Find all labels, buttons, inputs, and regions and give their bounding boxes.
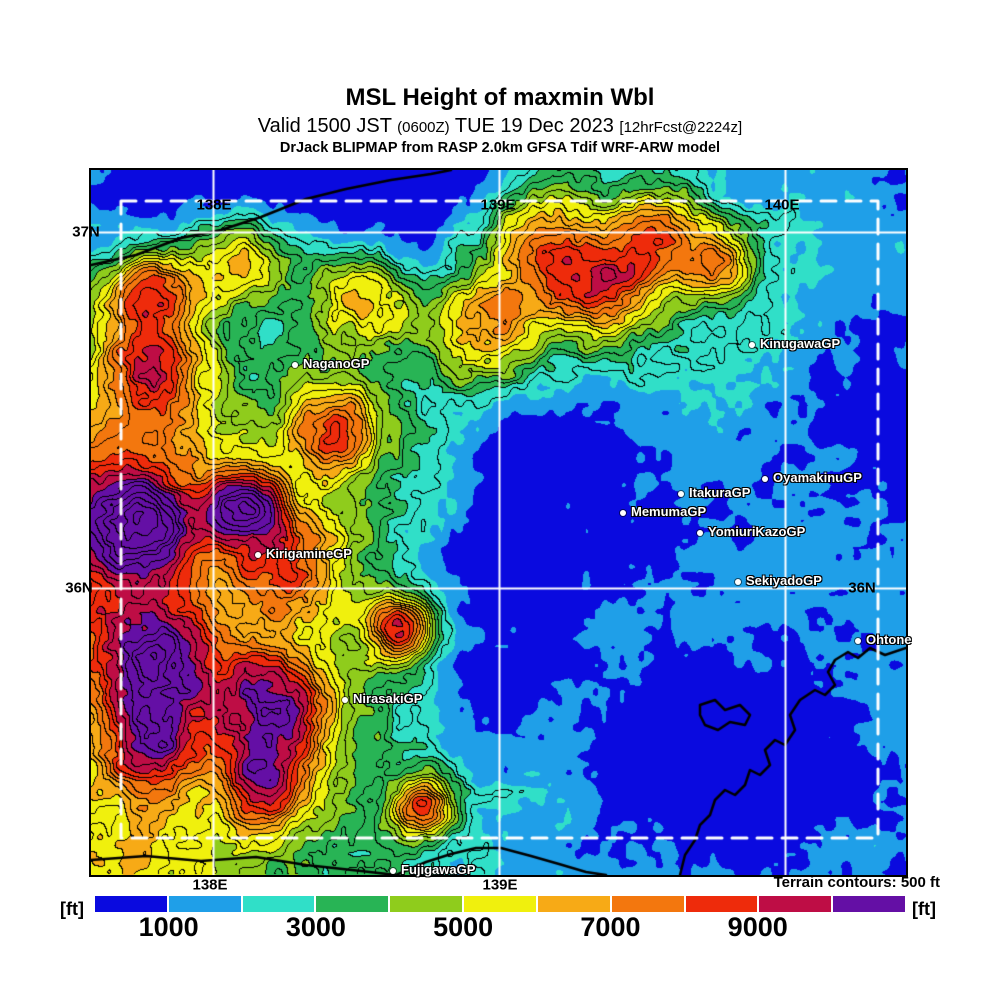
colorbar <box>95 896 905 912</box>
colorbar-tick-label: 5000 <box>433 912 494 942</box>
valid-time-utc: (0600Z) <box>397 118 450 136</box>
colorbar-segment <box>464 896 536 912</box>
colorbar-segment <box>833 896 905 912</box>
colorbar-segment <box>95 896 167 912</box>
colorbar-unit-right: [ft] <box>912 899 936 919</box>
colorbar-tick-label: 1000 <box>138 912 199 942</box>
valid-time: Valid 1500 JST <box>257 114 398 137</box>
colorbar-segment <box>168 896 241 912</box>
colorbar-tick-label: 3000 <box>285 912 346 942</box>
valid-time-line: Valid 1500 JST (0600Z) TUE 19 Dec 2023 [… <box>0 115 1000 138</box>
forecast-tag: [12hrFcst@2224z] <box>619 118 743 136</box>
colorbar-segment <box>611 896 684 912</box>
valid-date: TUE 19 Dec 2023 <box>449 114 620 137</box>
terrain-map-canvas <box>91 170 906 875</box>
colorbar-segment <box>390 896 463 912</box>
colorbar-tick-label: 7000 <box>580 912 641 942</box>
colorbar-tick-label: 9000 <box>727 912 788 942</box>
lon-label-bottom: 139E <box>482 876 518 894</box>
terrain-contours-note: Terrain contours: 500 ft <box>773 874 940 891</box>
colorbar-segment <box>242 896 315 912</box>
lon-label-bottom: 138E <box>192 876 228 894</box>
colorbar-segment <box>537 896 610 912</box>
colorbar-segment <box>316 896 389 912</box>
colorbar-segment <box>685 896 758 912</box>
map-frame <box>89 168 908 877</box>
model-line: DrJack BLIPMAP from RASP 2.0km GFSA Tdif… <box>279 139 721 156</box>
colorbar-unit-left: [ft] <box>60 899 84 919</box>
colorbar-segment <box>759 896 832 912</box>
page-title: MSL Height of maxmin Wbl <box>345 84 655 111</box>
map-header: MSL Height of maxmin Wbl Valid 1500 JST … <box>0 84 1000 156</box>
